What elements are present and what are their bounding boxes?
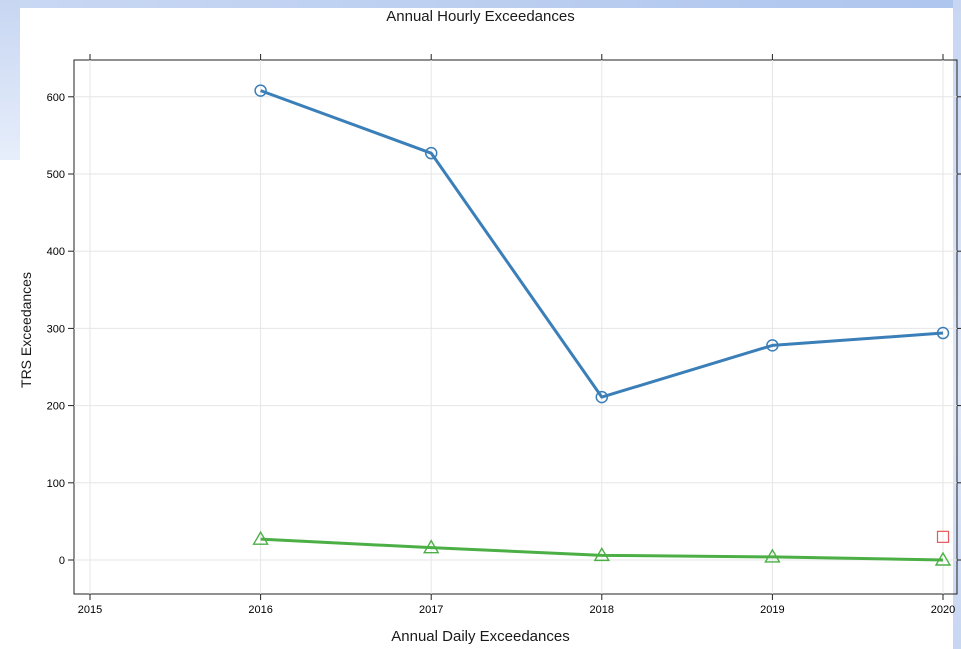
series-2-point [252,530,269,545]
y-tick-label: 400 [47,246,65,258]
series-2-point [764,548,781,563]
series-1-point [766,339,779,352]
x-axis-title: Annual Daily Exceedances [391,628,570,645]
y-tick-label: 200 [47,401,65,413]
series-1-line [260,89,944,399]
background-band-left [0,0,20,160]
y-tick-label: 300 [47,323,65,335]
x-tick-label: 2019 [760,604,784,616]
series-1-point [254,84,267,97]
series-2-point [593,546,611,562]
background-band-top [0,0,961,8]
x-tick-label: 2020 [931,604,955,616]
tick-labels: 2015 2016 2017 2018 2019 2020 0 100 200 300 400 500… [47,92,956,616]
series-1-point [595,390,609,404]
y-tick-label: 600 [47,92,65,104]
x-tick-label: 2017 [419,604,443,616]
axis-ticks [68,54,961,600]
series-2-point [422,539,440,554]
series-group [260,89,944,562]
series-1-point [936,326,950,340]
y-tick-label: 500 [47,169,65,181]
plot-area [73,59,958,595]
y-tick-label: 100 [47,478,65,490]
x-tick-label: 2018 [590,604,614,616]
x-tick-label: 2016 [248,604,272,616]
x-tick-label: 2015 [78,604,102,616]
series-1-point [424,146,438,160]
chart-title: Annual Hourly Exceedances [386,8,575,25]
series-2-line [260,537,944,562]
series-2-point [934,551,952,566]
grid-lines [74,60,957,594]
points-group [252,84,952,566]
extra-square-point [936,530,950,543]
y-tick-label: 0 [59,555,65,567]
